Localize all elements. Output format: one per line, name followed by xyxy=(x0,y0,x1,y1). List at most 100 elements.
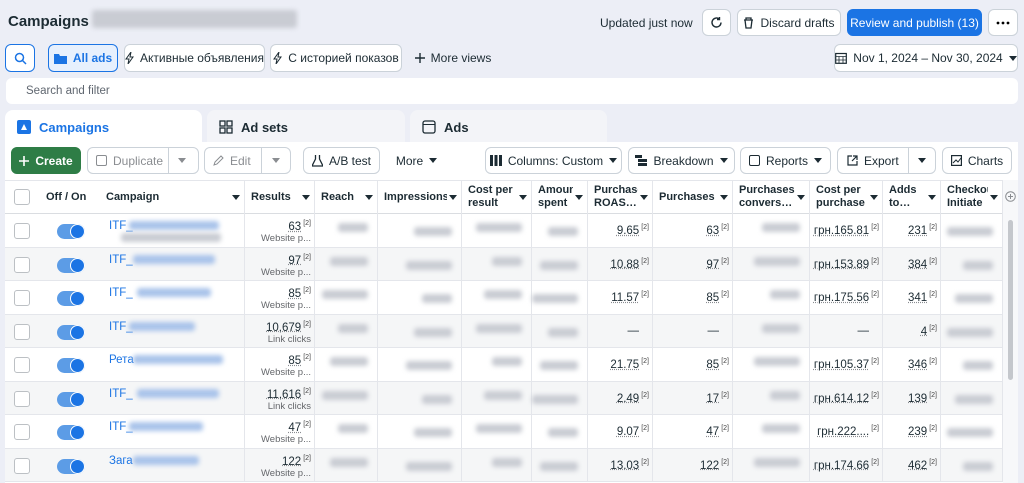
row-checkbox[interactable] xyxy=(14,390,30,407)
row-checkbox[interactable] xyxy=(14,424,30,440)
number: грн.222.... xyxy=(817,425,870,438)
reports-button[interactable]: Reports xyxy=(740,147,831,174)
more-button[interactable]: More xyxy=(388,147,445,174)
column-header[interactable]: Off / On xyxy=(40,180,100,214)
select-all-checkbox[interactable] xyxy=(14,189,30,205)
charts-button[interactable]: Charts xyxy=(942,147,1012,174)
column-header[interactable]: Cost per result xyxy=(462,180,532,214)
toggle[interactable] xyxy=(57,224,85,239)
column-header[interactable]: Amount spent xyxy=(532,180,588,214)
row-checkbox[interactable] xyxy=(14,223,30,239)
more-menu-button[interactable] xyxy=(988,9,1018,36)
search-bar[interactable]: Search and filter xyxy=(6,78,1018,104)
table-row[interactable]: Рета 85 [2] Website p... 21.75 [2] 85 [2] грн.10… xyxy=(5,348,1003,382)
sort-caret xyxy=(797,194,805,200)
toggle[interactable] xyxy=(57,458,85,474)
cell-border xyxy=(532,348,588,381)
table-row[interactable]: Зага 122 [2] Website p... 13.03 [2] 122 [2] грн.… xyxy=(5,448,1003,482)
column-header[interactable]: Purchases xyxy=(653,180,733,214)
toggle[interactable] xyxy=(57,358,85,373)
columns-button[interactable]: Columns: Custom xyxy=(485,147,622,174)
table-row[interactable]: ITF_ 11,616 [2] Link clicks 2.49 [2] 17 [2] грн.… xyxy=(5,381,1003,415)
row-checkbox[interactable] xyxy=(14,357,30,373)
footnote: [2] xyxy=(929,257,937,265)
toggle[interactable] xyxy=(57,425,85,440)
column-header[interactable]: Purchases convers… xyxy=(733,180,810,214)
sort-caret xyxy=(365,194,373,200)
view-all-ads[interactable]: All ads xyxy=(48,44,118,72)
column-header[interactable]: Checkout Initiate xyxy=(941,180,1003,214)
toggle-knob xyxy=(70,224,85,239)
results-cell: 97 [2] Website p... xyxy=(245,248,315,281)
column-header[interactable]: Cost per purchase xyxy=(810,180,883,214)
table-row[interactable]: ITF_ 85 [2] Website p... 11.57 [2] 85 [2] грн.17… xyxy=(5,281,1003,315)
campaign-name[interactable]: Рета xyxy=(109,354,134,366)
number: грн.174.66 xyxy=(813,459,870,472)
footnote: [2] xyxy=(929,458,937,466)
row-checkbox[interactable] xyxy=(14,290,30,306)
campaign-name[interactable]: ITF_ xyxy=(109,387,133,400)
refresh-button[interactable] xyxy=(702,9,731,36)
ab-test-button[interactable]: A/B test xyxy=(303,147,380,174)
blurred-value xyxy=(770,390,800,400)
button-label: Export xyxy=(864,153,899,168)
row-checkbox[interactable] xyxy=(14,323,30,340)
footnote: [2] xyxy=(929,391,937,399)
tab-ads[interactable]: Ads xyxy=(410,110,607,144)
cell-border xyxy=(588,214,653,247)
cell-border xyxy=(941,281,1003,314)
duplicate-button[interactable]: Duplicate xyxy=(87,147,199,174)
campaign-name[interactable]: ITF_ xyxy=(109,253,133,266)
tab-campaigns[interactable]: Campaigns xyxy=(5,110,202,144)
column-header[interactable]: Reach xyxy=(315,180,378,214)
tab-ad-sets[interactable]: Ad sets xyxy=(207,110,405,144)
campaign-name[interactable]: ITF_ xyxy=(109,421,133,433)
toggle[interactable] xyxy=(57,257,85,273)
metric-value: 4 [2] xyxy=(921,325,937,338)
cell-border xyxy=(462,247,532,280)
metric-cell: 231 [2] xyxy=(883,214,941,247)
table-row[interactable]: ITF_ 97 [2] Website p... 10.88 [2] 97 [2] грн.15… xyxy=(5,247,1003,281)
cell-border xyxy=(462,381,532,414)
row-checkbox[interactable] xyxy=(14,457,30,474)
row-checkbox[interactable] xyxy=(14,256,30,273)
cell-border xyxy=(733,415,810,448)
results-cell: 47 [2] Website p... xyxy=(245,415,315,448)
column-header[interactable]: Purchase ROAS… xyxy=(588,180,653,214)
button-label: Breakdown xyxy=(653,153,714,168)
view-active[interactable]: Активные объявления xyxy=(124,44,265,72)
metric-value: 21.75 [2] xyxy=(610,358,649,371)
search-button[interactable] xyxy=(5,44,35,72)
campaign-name[interactable]: ITF_ xyxy=(109,287,133,299)
column-header[interactable]: Adds to… xyxy=(883,180,941,214)
table-row[interactable]: ITF_ 63 [2] Website p... 9.65 [2] 63 [2] грн.165… xyxy=(5,214,1003,248)
adset-icon xyxy=(219,120,233,134)
date-range-button[interactable]: Nov 1, 2024 – Nov 30, 2024 xyxy=(834,44,1018,72)
create-button[interactable]: Create xyxy=(11,147,81,174)
sort-caret xyxy=(870,194,878,200)
more-views-button[interactable]: More views xyxy=(410,44,496,72)
campaign-name[interactable]: Зага xyxy=(109,454,133,467)
table-row[interactable]: ITF_ 10,679 [2] Link clicks — — —4 [2] xyxy=(5,314,1003,348)
edit-button[interactable]: Edit xyxy=(204,147,291,174)
publish-button[interactable]: Review and publish (13) xyxy=(847,9,982,36)
toggle[interactable] xyxy=(57,391,85,407)
export-button[interactable]: Export xyxy=(837,147,936,174)
toggle[interactable] xyxy=(57,291,85,306)
column-header[interactable]: Results xyxy=(245,180,315,214)
campaign-name[interactable]: ITF_ xyxy=(109,220,133,232)
table-row[interactable]: ITF_ 47 [2] Website p... 9.07 [2] 47 [2] грн.222… xyxy=(5,415,1003,449)
caret xyxy=(429,158,438,163)
campaign-name[interactable]: ITF_ xyxy=(109,320,133,333)
discard-drafts-button[interactable]: Discard drafts xyxy=(737,9,841,36)
column-header[interactable]: Campaign xyxy=(100,180,245,214)
cell-border xyxy=(883,314,941,347)
breakdown-button[interactable]: Breakdown xyxy=(628,147,735,174)
results-type: Website p... xyxy=(261,266,311,278)
metric-value: грн.614.12 [2] xyxy=(814,392,879,405)
column-header[interactable]: Impressions xyxy=(378,180,462,214)
toggle[interactable] xyxy=(57,324,85,340)
view-history[interactable]: С историей показов xyxy=(270,44,402,72)
cell-border xyxy=(378,448,462,481)
